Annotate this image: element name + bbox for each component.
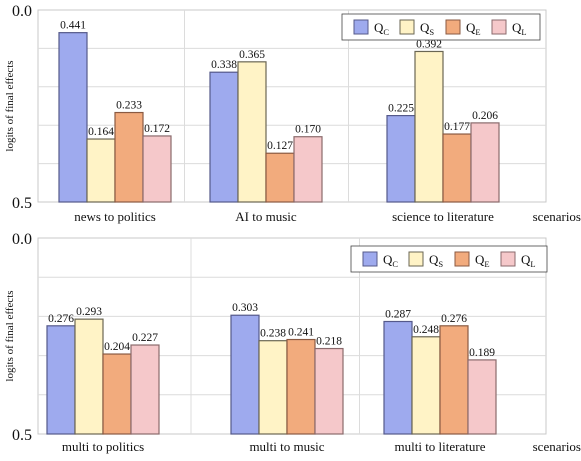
bar — [439, 325, 469, 435]
bar — [130, 344, 160, 435]
bar — [258, 340, 288, 435]
legend-box — [341, 13, 541, 41]
y-tick-label: 0.0 — [12, 231, 32, 248]
data-label: 0.204 — [104, 341, 130, 353]
bar — [46, 325, 76, 435]
data-label: 0.365 — [239, 49, 265, 61]
x-tick-label: AI to music — [235, 209, 297, 224]
bar — [383, 320, 413, 435]
data-label: 0.248 — [413, 324, 439, 336]
data-label: 0.233 — [116, 100, 142, 112]
bar — [58, 32, 88, 203]
bar — [142, 135, 172, 203]
bar — [86, 138, 116, 203]
bar — [386, 114, 416, 203]
legend-swatch — [353, 19, 369, 35]
x-tick-label: multi to politics — [62, 439, 144, 454]
data-label: 0.172 — [144, 123, 170, 135]
x-axis-label: scenarios — [533, 209, 581, 224]
data-label: 0.177 — [444, 121, 470, 133]
bar — [470, 122, 500, 203]
legend-swatch — [500, 251, 516, 267]
legend-entry: QL — [521, 252, 536, 269]
legend-entry: QE — [475, 252, 490, 269]
legend-swatch — [362, 251, 378, 267]
data-label: 0.238 — [260, 328, 286, 340]
legend-box — [350, 245, 548, 273]
y-axis-label: logits of final effects — [4, 290, 16, 381]
bar — [467, 359, 497, 435]
bar — [74, 318, 104, 435]
x-tick-label: multi to music — [249, 439, 324, 454]
bar — [265, 152, 295, 203]
y-axis-label: logits of final effects — [4, 60, 16, 151]
data-label: 0.164 — [88, 126, 114, 138]
data-label: 0.303 — [232, 302, 258, 314]
legend-swatch — [445, 19, 461, 35]
legend-swatch — [399, 19, 415, 35]
bar — [293, 136, 323, 203]
bar — [237, 61, 267, 203]
legend-entry: QE — [466, 20, 481, 37]
legend-swatch — [454, 251, 470, 267]
bar — [314, 347, 344, 435]
x-tick-label: multi to literature — [395, 439, 486, 454]
data-label: 0.392 — [416, 38, 442, 50]
x-axis-label: scenarios — [533, 439, 581, 454]
legend-entry: QL — [512, 20, 527, 37]
bar — [411, 336, 441, 435]
bar — [414, 50, 444, 203]
chart-1: 0.5 0.0 logits of final effects 0.441 0.164 0… — [4, 3, 581, 224]
bar — [114, 111, 144, 203]
legend: QC QS QE QL — [350, 245, 548, 273]
x-tick-label: news to politics — [74, 209, 156, 224]
data-label: 0.338 — [211, 59, 237, 71]
data-label: 0.189 — [469, 347, 495, 359]
data-label: 0.218 — [316, 336, 342, 348]
x-tick-label: science to literature — [392, 209, 494, 224]
legend-swatch — [491, 19, 507, 35]
data-label: 0.225 — [388, 103, 414, 115]
data-label: 0.241 — [288, 327, 314, 339]
legend-entry: QS — [420, 20, 434, 37]
bar — [230, 314, 260, 435]
legend-entry: QC — [374, 20, 389, 37]
y-tick-label: 0.5 — [12, 195, 32, 212]
y-tick-label: 0.5 — [12, 427, 32, 444]
data-label: 0.276 — [48, 313, 74, 325]
data-label: 0.293 — [76, 306, 102, 318]
data-label: 0.206 — [472, 110, 498, 122]
data-label: 0.287 — [385, 308, 411, 320]
y-tick-label: 0.0 — [12, 3, 32, 20]
bar — [286, 338, 316, 435]
legend: QC QS QE QL — [341, 13, 541, 41]
data-label: 0.441 — [60, 20, 86, 32]
bar — [209, 71, 239, 203]
legend-entry: QC — [383, 252, 398, 269]
data-label: 0.227 — [132, 332, 158, 344]
bar — [442, 133, 472, 203]
legend-swatch — [408, 251, 424, 267]
legend-entry: QS — [429, 252, 443, 269]
data-label: 0.170 — [295, 124, 321, 136]
data-label: 0.276 — [441, 313, 467, 325]
data-label: 0.127 — [267, 140, 293, 152]
bar — [102, 353, 132, 435]
